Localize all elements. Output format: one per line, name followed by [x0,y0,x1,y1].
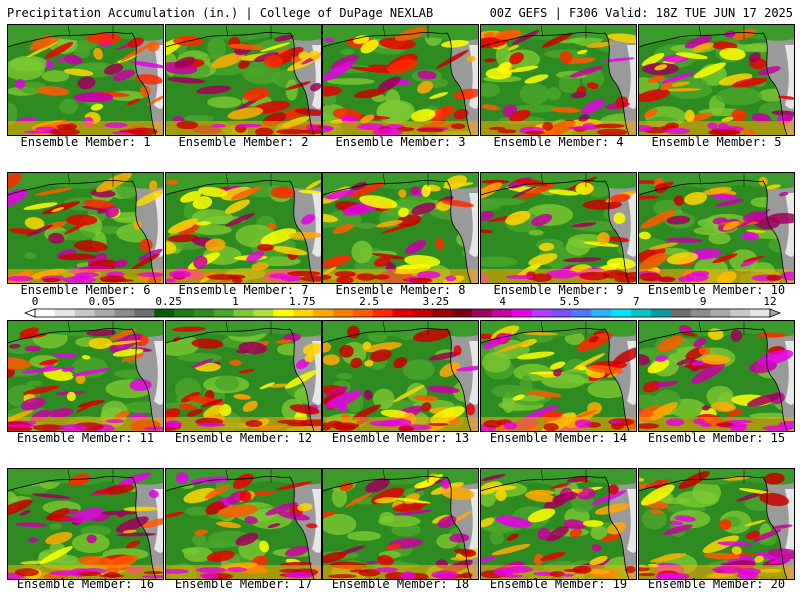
ensemble-member-map [322,172,479,284]
ensemble-member-map [638,320,795,432]
ensemble-member-label: Ensemble Member: 12 [174,431,313,445]
colorbar-tick-label: 12 [763,295,777,308]
ensemble-member-map [480,24,637,136]
precipitation-colorbar: 0 0.05 0.25 1 1.75 2.5 3.25 4 5.5 7 9 12 [0,296,800,320]
ensemble-member-label: Ensemble Member: 10 [647,283,786,297]
ensemble-member-label: Ensemble Member: 2 [178,135,309,149]
ensemble-member-label: Ensemble Member: 3 [335,135,466,149]
ensemble-member-map [480,468,637,580]
colorbar-tick-label: 0.05 [88,295,116,308]
ensemble-member-label: Ensemble Member: 11 [16,431,155,445]
ensemble-member-label: Ensemble Member: 18 [331,577,470,591]
colorbar-tick-label: 4 [499,295,507,308]
ensemble-member-map [7,24,164,136]
ensemble-member-map [7,172,164,284]
ensemble-member-map [638,468,795,580]
colorbar-tick-label: 9 [699,295,707,308]
ensemble-member-label: Ensemble Member: 14 [489,431,628,445]
colorbar-tick-label: 5.5 [559,295,580,308]
colorbar-tick-label: 0 [31,295,39,308]
colorbar-tick-label: 1 [232,295,239,308]
ensemble-member-map [322,468,479,580]
map-title: Precipitation Accumulation (in.) | Colle… [7,6,434,20]
ensemble-member-map [165,24,322,136]
ensemble-member-map [165,320,322,432]
ensemble-member-map [480,320,637,432]
ensemble-member-label: Ensemble Member: 15 [647,431,786,445]
ensemble-member-map [638,24,795,136]
ensemble-member-label: Ensemble Member: 7 [178,283,309,297]
ensemble-member-label: Ensemble Member: 8 [335,283,466,297]
ensemble-member-label: Ensemble Member: 5 [651,135,782,149]
ensemble-member-label: Ensemble Member: 20 [647,577,786,591]
ensemble-member-map [322,320,479,432]
model-run-info: 00Z GEFS | F306 Valid: 18Z TUE JUN 17 20… [489,6,793,20]
ensemble-member-map [322,24,479,136]
ensemble-member-label: Ensemble Member: 1 [20,135,151,149]
ensemble-member-label: Ensemble Member: 9 [493,283,624,297]
ensemble-member-label: Ensemble Member: 16 [16,577,155,591]
colorbar-tick-label: 3.25 [422,295,450,308]
ensemble-member-label: Ensemble Member: 13 [331,431,470,445]
ensemble-member-map [7,468,164,580]
ensemble-member-map [7,320,164,432]
ensemble-member-label: Ensemble Member: 4 [493,135,624,149]
ensemble-member-map [638,172,795,284]
ensemble-member-label: Ensemble Member: 19 [489,577,628,591]
ensemble-member-label: Ensemble Member: 6 [20,283,151,297]
colorbar-tick-label: 7 [633,295,640,308]
colorbar-tick-label: 1.75 [289,295,316,308]
ensemble-member-map [480,172,637,284]
ensemble-member-map [165,172,322,284]
ensemble-member-map [165,468,322,580]
colorbar-tick-label: 2.5 [359,295,380,308]
colorbar-tick-label: 0.25 [155,295,182,308]
ensemble-member-label: Ensemble Member: 17 [174,577,313,591]
